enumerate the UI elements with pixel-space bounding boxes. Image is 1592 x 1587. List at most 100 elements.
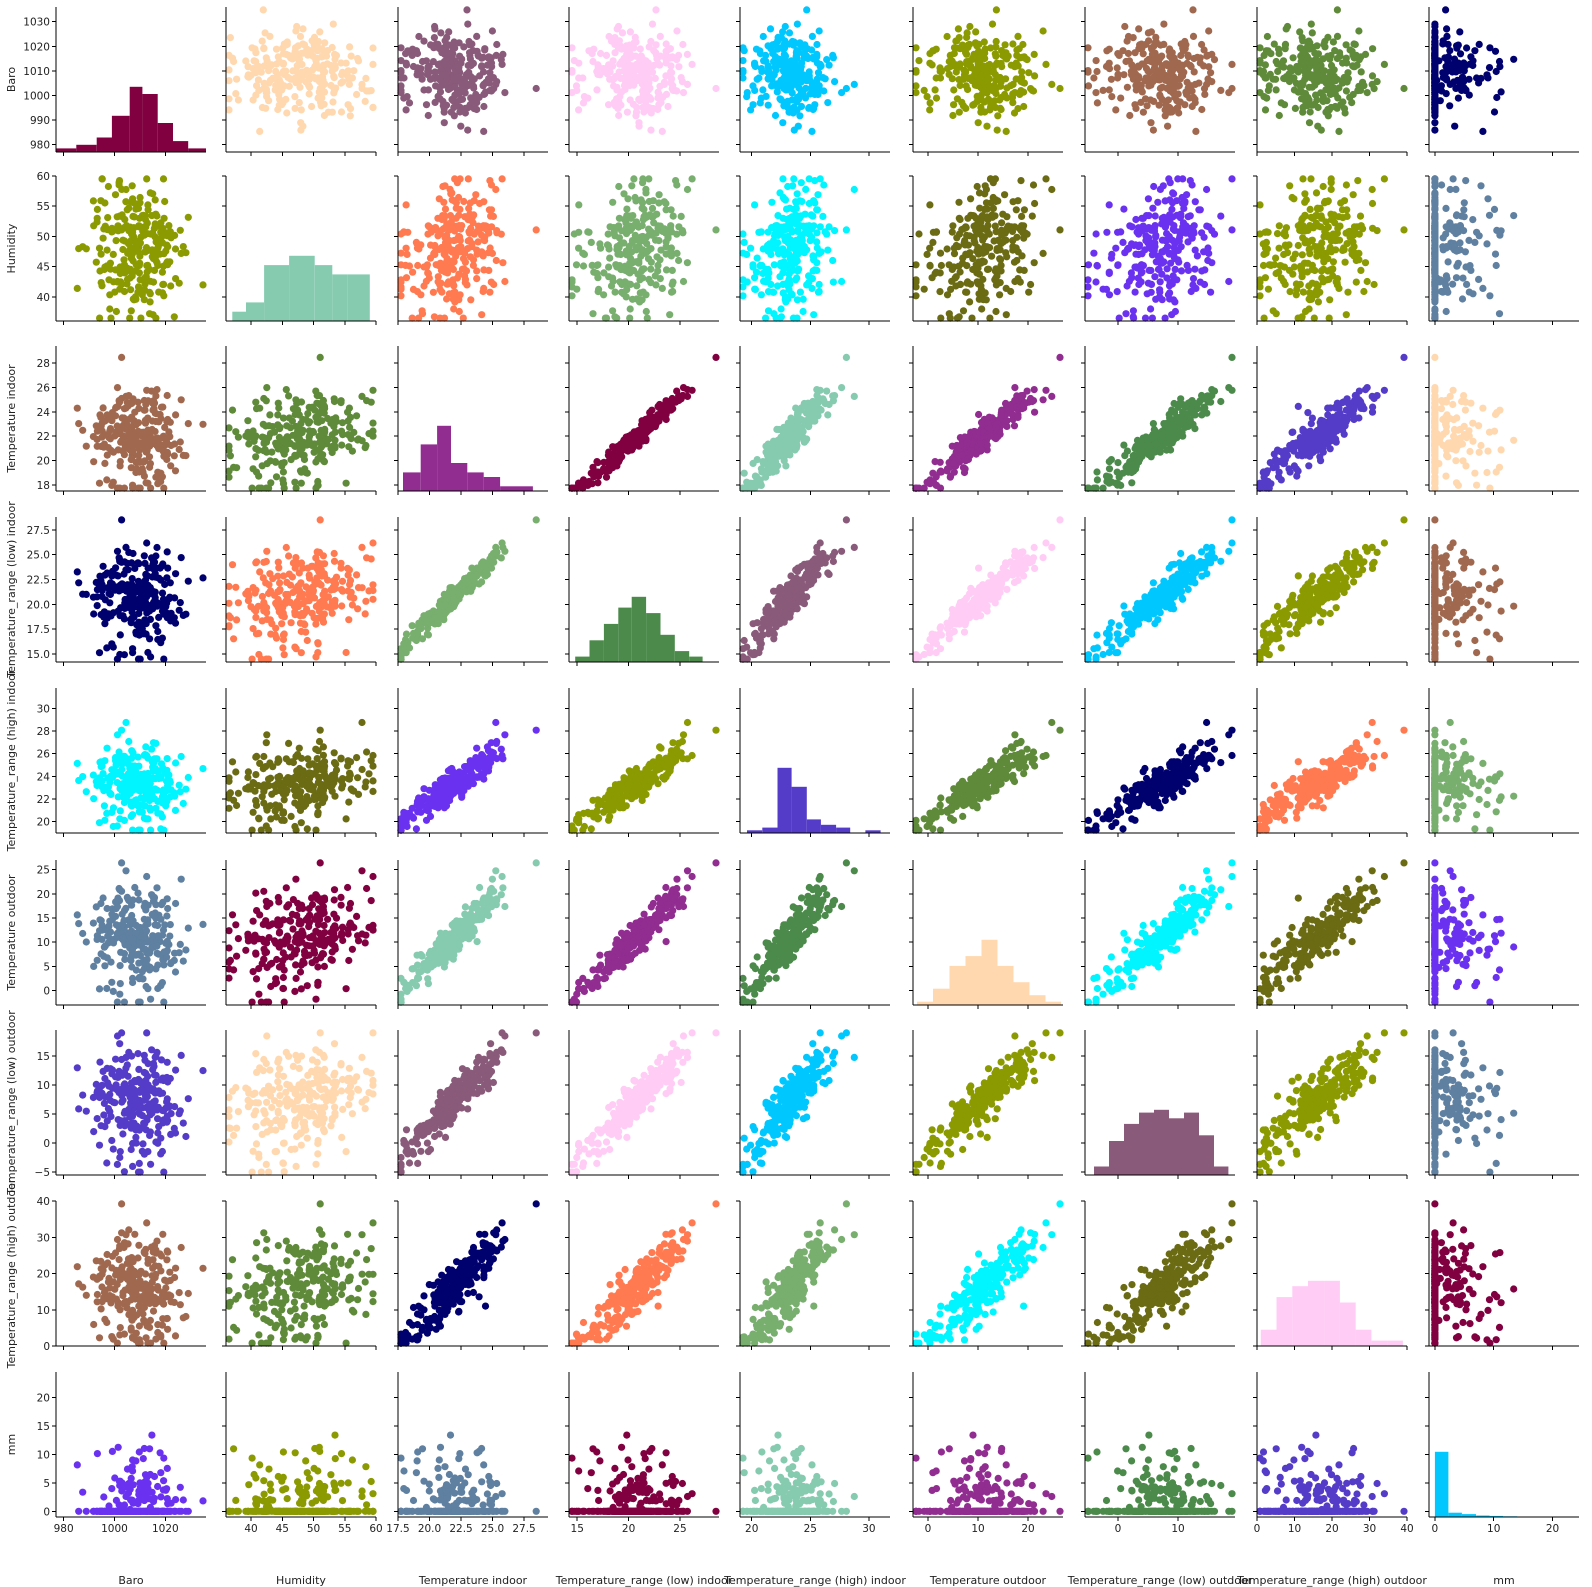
scatter-point: [150, 266, 159, 274]
scatter-point: [1340, 197, 1349, 205]
scatter-point: [769, 49, 777, 58]
scatter-point: [1299, 175, 1307, 183]
scatter-point: [1486, 44, 1494, 52]
scatter-point: [1305, 119, 1314, 127]
scatter-point: [1442, 307, 1450, 316]
scatter-point: [1025, 288, 1033, 296]
scatter-point: [129, 295, 137, 303]
scatter-point: [316, 409, 324, 417]
scatter-point: [1003, 224, 1011, 232]
scatter-point: [808, 233, 816, 241]
scatter-point: [948, 228, 956, 236]
scatter-point: [464, 216, 472, 224]
scatter-point: [815, 287, 823, 296]
scatter-point: [282, 386, 290, 394]
scatter-point: [283, 109, 291, 117]
scatter-point: [1352, 278, 1360, 286]
scatter-point: [809, 252, 817, 260]
scatter-point: [1299, 234, 1307, 242]
scatter-point: [305, 90, 313, 98]
scatter-point: [329, 20, 337, 28]
scatter-point: [283, 40, 291, 49]
scatter-point: [279, 468, 287, 476]
scatter-point: [1225, 277, 1233, 286]
scatter-point: [167, 441, 175, 450]
scatter-point: [975, 270, 984, 278]
scatter-point: [1460, 199, 1468, 207]
scatter-point: [308, 102, 316, 111]
scatter-point: [820, 87, 828, 95]
scatter-point: [1309, 214, 1317, 222]
scatter-point: [1117, 228, 1125, 236]
scatter-point: [1265, 82, 1273, 90]
y-tick-label: 26: [37, 382, 51, 394]
scatter-point: [267, 479, 275, 487]
scatter-point: [259, 6, 267, 14]
scatter-point: [956, 81, 964, 90]
scatter-point: [831, 227, 839, 235]
scatter-point: [1020, 53, 1028, 61]
scatter-point: [1452, 212, 1461, 220]
scatter-point: [1184, 53, 1192, 61]
y-tick-label: 28: [37, 358, 50, 370]
scatter-point: [1160, 20, 1168, 28]
scatter-point: [805, 72, 813, 80]
scatter-point: [435, 74, 443, 82]
scatter-point: [464, 61, 472, 70]
scatter-point: [1431, 296, 1439, 304]
scatter-point: [1259, 240, 1267, 248]
scatter-point: [316, 353, 324, 361]
scatter-point: [1228, 175, 1236, 183]
scatter-point: [793, 296, 802, 304]
scatter-point: [141, 419, 150, 427]
scatter-point: [1200, 46, 1208, 54]
scatter-point: [337, 397, 345, 405]
scatter-point: [454, 244, 462, 252]
scatter-point: [974, 245, 982, 253]
scatter-point: [481, 46, 489, 54]
scatter-point: [972, 28, 980, 36]
scatter-point: [1275, 244, 1283, 252]
scatter-point: [1117, 94, 1125, 102]
scatter-point: [1203, 185, 1211, 194]
scatter-point: [932, 74, 940, 82]
scatter-point: [973, 92, 981, 100]
scatter-point: [751, 274, 759, 282]
scatter-point: [441, 37, 449, 45]
scatter-point: [402, 106, 410, 114]
scatter-point: [344, 408, 352, 416]
scatter-point: [162, 247, 170, 255]
scatter-point: [1155, 101, 1163, 109]
scatter-point: [780, 265, 788, 273]
scatter-point: [129, 212, 137, 220]
scatter-point: [1431, 244, 1439, 252]
scatter-point: [1027, 280, 1035, 289]
scatter-point: [225, 77, 233, 85]
y-tick-label: 18: [37, 480, 50, 492]
scatter-point: [1443, 76, 1451, 84]
scatter-point: [73, 284, 81, 292]
scatter-point: [131, 199, 139, 208]
scatter-point: [617, 265, 625, 274]
scatter-point: [969, 255, 977, 263]
scatter-point: [1431, 175, 1439, 183]
scatter-point: [1010, 258, 1019, 266]
scatter-point: [926, 261, 934, 269]
scatter-point: [346, 43, 354, 51]
scatter-point: [82, 245, 90, 253]
scatter-point: [1112, 244, 1120, 252]
scatter-point: [956, 60, 964, 68]
scatter-point: [100, 440, 108, 448]
scatter-point: [489, 212, 497, 220]
scatter-point: [1331, 47, 1339, 55]
scatter-point: [97, 197, 105, 205]
scatter-point: [115, 397, 123, 405]
scatter-point: [969, 101, 977, 109]
scatter-point: [647, 37, 655, 46]
panel-1-7: [1253, 175, 1408, 325]
scatter-point: [445, 28, 453, 36]
scatter-point: [119, 236, 127, 244]
scatter-point: [1355, 27, 1363, 35]
scatter-point: [459, 106, 467, 114]
